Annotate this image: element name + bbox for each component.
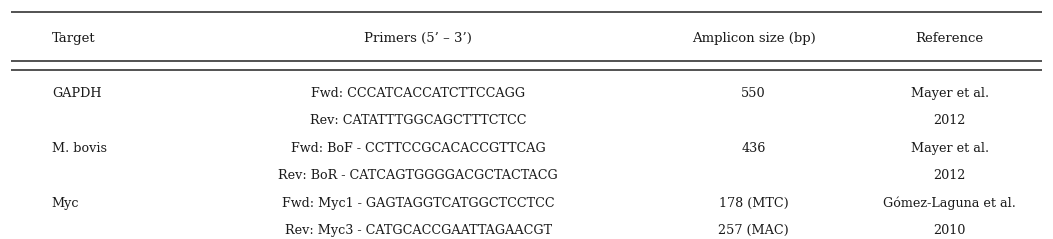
- Text: Rev: BoR - CATCAGTGGGGACGCTACTACG: Rev: BoR - CATCAGTGGGGACGCTACTACG: [278, 169, 558, 182]
- Text: GAPDH: GAPDH: [52, 87, 101, 100]
- Text: Gómez-Laguna et al.: Gómez-Laguna et al.: [883, 196, 1016, 210]
- Text: Primers (5’ – 3’): Primers (5’ – 3’): [364, 32, 472, 44]
- Text: Rev: Myc3 - CATGCACCGAATTAGAACGT: Rev: Myc3 - CATGCACCGAATTAGAACGT: [284, 224, 552, 237]
- Text: 2012: 2012: [933, 114, 966, 127]
- Text: Fwd: CCCATCACCATCTTCCAGG: Fwd: CCCATCACCATCTTCCAGG: [311, 87, 525, 100]
- Text: 436: 436: [741, 142, 766, 155]
- Text: Amplicon size (bp): Amplicon size (bp): [692, 32, 815, 44]
- Text: Fwd: Myc1 - GAGTAGGTCATGGCTCCTCC: Fwd: Myc1 - GAGTAGGTCATGGCTCCTCC: [282, 197, 555, 210]
- Text: 257 (MAC): 257 (MAC): [718, 224, 789, 237]
- Text: Reference: Reference: [915, 32, 984, 44]
- Text: 2010: 2010: [933, 224, 966, 237]
- Text: Mayer et al.: Mayer et al.: [911, 142, 989, 155]
- Text: Target: Target: [52, 32, 96, 44]
- Text: M. bovis: M. bovis: [52, 142, 106, 155]
- Text: Rev: CATATTTGGCAGCTTTCTCC: Rev: CATATTTGGCAGCTTTCTCC: [310, 114, 526, 127]
- Text: 178 (MTC): 178 (MTC): [718, 197, 789, 210]
- Text: 2012: 2012: [933, 169, 966, 182]
- Text: 550: 550: [741, 87, 766, 100]
- Text: Myc: Myc: [52, 197, 79, 210]
- Text: Mayer et al.: Mayer et al.: [911, 87, 989, 100]
- Text: Fwd: BoF - CCTTCCGCACACCGTTCAG: Fwd: BoF - CCTTCCGCACACCGTTCAG: [291, 142, 545, 155]
